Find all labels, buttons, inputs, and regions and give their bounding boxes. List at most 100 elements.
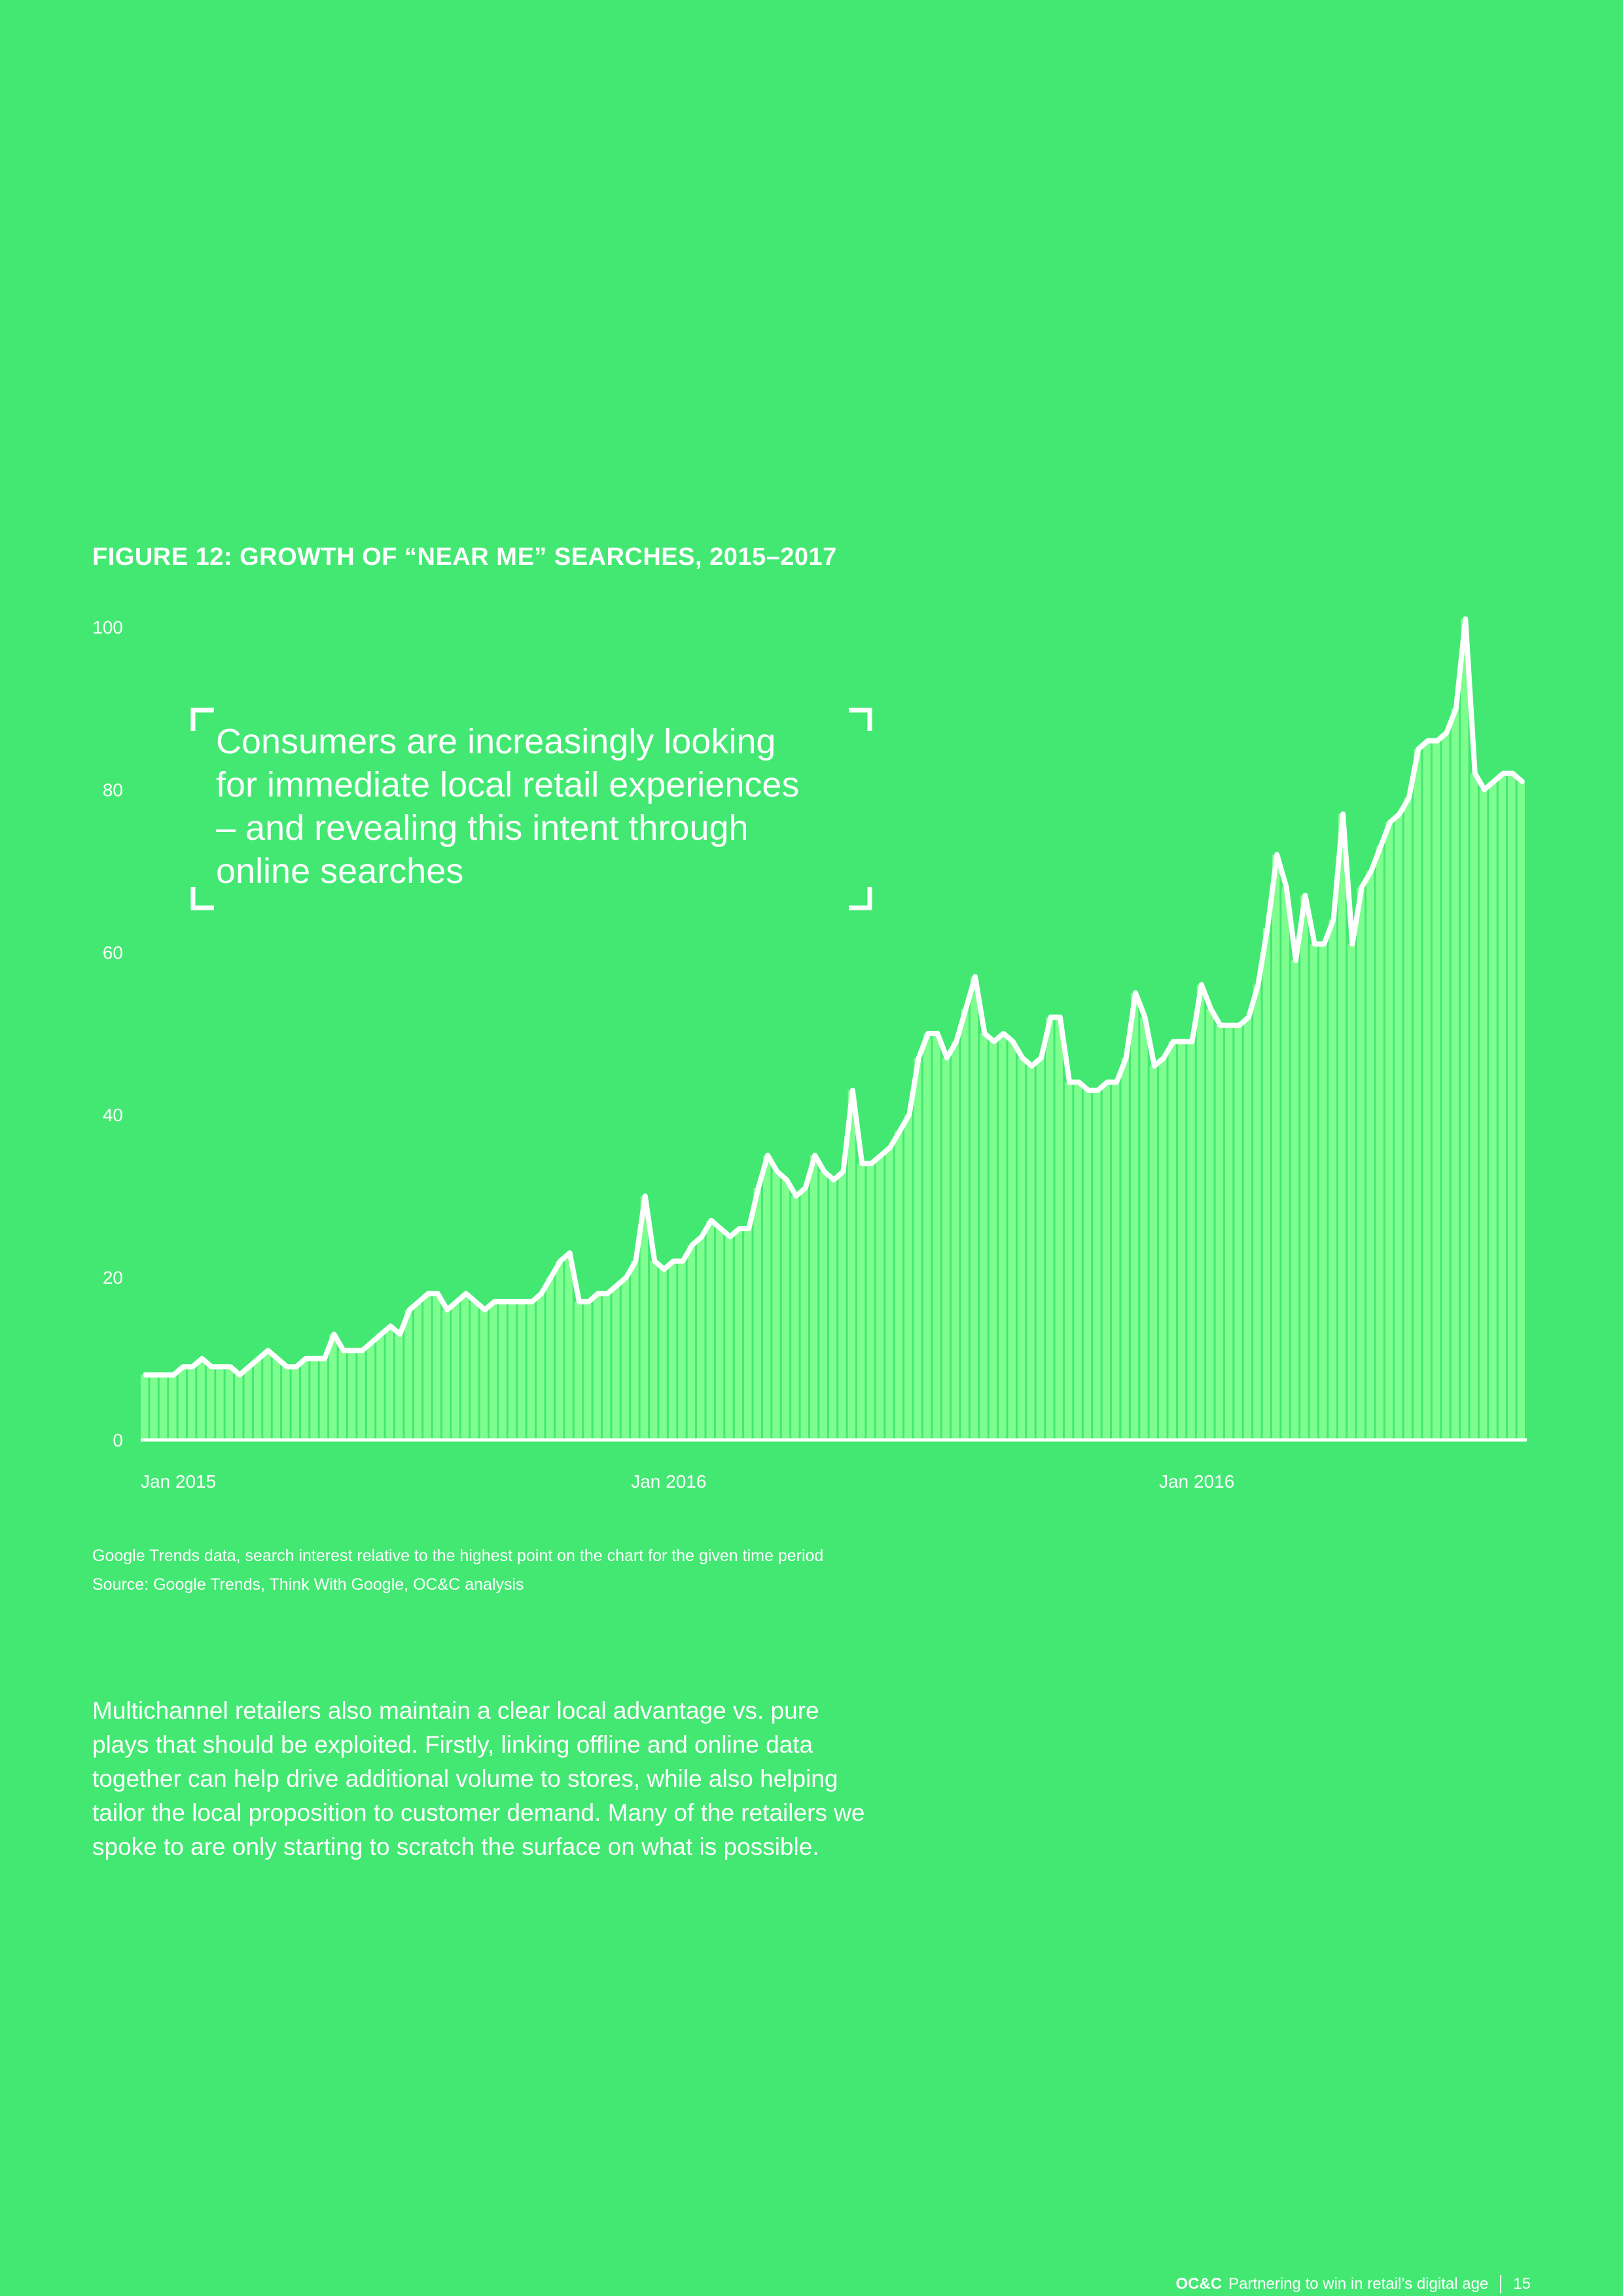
chart-bar	[385, 1326, 394, 1440]
chart-bar	[781, 1179, 790, 1440]
chart-bar	[668, 1261, 677, 1440]
chart-bar	[574, 1301, 582, 1440]
chart-bar	[188, 1367, 196, 1440]
chart-bar	[1366, 870, 1374, 1440]
chart-bar	[1149, 1066, 1158, 1440]
chart-bar	[1234, 1025, 1242, 1440]
near-me-chart: 0 20 40 60 80 100 Jan 2015 Jan 2016 Jan 2016	[92, 616, 1527, 1492]
chart-bar	[1253, 984, 1261, 1440]
callout-line: online searches	[216, 852, 464, 891]
y-tick-label: 60	[103, 942, 123, 963]
chart-bar	[461, 1293, 469, 1440]
chart-bar	[593, 1293, 601, 1440]
chart-bar	[433, 1293, 441, 1440]
chart-bar	[970, 977, 978, 1440]
chart-bar	[725, 1236, 733, 1440]
y-axis-ticks: 0 20 40 60 80 100	[92, 617, 123, 1450]
chart-bar	[621, 1277, 630, 1440]
chart-bar	[838, 1172, 846, 1440]
chart-bar	[1168, 1041, 1176, 1440]
chart-bar	[933, 1033, 940, 1440]
chart-bar	[395, 1334, 403, 1440]
chart-bar	[1159, 1058, 1167, 1440]
chart-notes: Google Trends data, search interest rela…	[92, 1541, 823, 1599]
x-axis-ticks: Jan 2015 Jan 2016 Jan 2016	[141, 1471, 1234, 1492]
chart-bar	[319, 1358, 328, 1440]
chart-bar	[697, 1236, 705, 1440]
chart-bar	[904, 1115, 912, 1440]
chart-bar	[640, 1196, 649, 1440]
chart-bar	[310, 1358, 318, 1440]
x-tick-label: Jan 2016	[1159, 1471, 1234, 1492]
chart-bar	[216, 1367, 224, 1440]
chart-bar	[1215, 1025, 1223, 1440]
chart-bar	[1243, 1017, 1252, 1440]
chart-bar	[1310, 944, 1318, 1440]
chart-bar	[1027, 1066, 1035, 1440]
chart-bar	[1046, 1017, 1054, 1440]
chart-bar	[1300, 895, 1308, 1440]
chart-bar	[1461, 619, 1469, 1440]
chart-bar	[169, 1374, 177, 1440]
chart-bar	[914, 1058, 921, 1440]
chart-bar	[423, 1293, 431, 1440]
chart-bar	[253, 1358, 262, 1440]
callout-line: Consumers are increasingly looking	[216, 722, 776, 761]
y-tick-label: 80	[103, 780, 123, 800]
chart-bar	[819, 1172, 827, 1440]
chart-note: Google Trends data, search interest rela…	[92, 1547, 824, 1565]
chart-bar	[206, 1367, 215, 1440]
chart-bar	[1479, 789, 1488, 1440]
bracket-top-right	[849, 708, 872, 731]
chart-bar	[980, 1033, 988, 1440]
chart-bar	[282, 1367, 290, 1440]
chart-bar	[291, 1367, 299, 1440]
footer-tagline: Partnering to win in retail’s digital ag…	[1228, 2275, 1489, 2293]
y-tick-label: 100	[92, 617, 123, 637]
chart-bar	[366, 1342, 375, 1440]
chart-bars	[141, 619, 1525, 1440]
page-footer: OC&C Partnering to win in retail’s digit…	[1176, 2274, 1531, 2294]
chart-bar	[1140, 1017, 1148, 1440]
chart-bar	[1017, 1058, 1026, 1440]
chart-bar	[895, 1131, 903, 1440]
chart-bar	[1065, 1082, 1073, 1440]
chart-bar	[1121, 1058, 1129, 1440]
chart-bar	[1083, 1090, 1092, 1440]
chart-bar	[584, 1301, 592, 1440]
chart-bar	[1008, 1041, 1016, 1440]
chart-bar	[244, 1367, 252, 1440]
chart-bar	[989, 1041, 997, 1440]
body-paragraph: Multichannel retailers also maintain a c…	[92, 1697, 865, 1860]
x-tick-label: Jan 2015	[141, 1471, 216, 1492]
chart-bar	[357, 1350, 365, 1440]
chart-bar	[1498, 773, 1507, 1440]
y-tick-label: 20	[103, 1268, 123, 1288]
chart-bar	[329, 1334, 337, 1440]
callout-line: for immediate local retail experiences	[216, 765, 800, 804]
y-tick-label: 0	[113, 1430, 123, 1450]
chart-bar	[1395, 814, 1402, 1440]
chart-bar	[508, 1301, 516, 1440]
chart-bar	[1508, 773, 1516, 1440]
bracket-top-left	[190, 708, 214, 731]
chart-bar	[715, 1229, 724, 1440]
chart-bar	[772, 1172, 780, 1440]
chart-bar	[753, 1187, 761, 1440]
chart-bar	[1442, 732, 1450, 1440]
chart-bar	[1517, 781, 1525, 1440]
chart-bar	[1224, 1025, 1233, 1440]
chart-bar	[1489, 781, 1497, 1440]
chart-bar	[1347, 944, 1355, 1440]
chart-bar	[1404, 797, 1412, 1440]
chart-bar	[1206, 1009, 1214, 1440]
chart-bar	[442, 1310, 450, 1440]
bracket-bottom-left	[190, 887, 214, 910]
chart-bar	[650, 1261, 658, 1440]
chart-bar	[791, 1196, 799, 1440]
chart-bar	[857, 1163, 865, 1440]
chart-bar	[376, 1334, 384, 1440]
chart-bar	[603, 1293, 611, 1440]
chart-bar	[527, 1301, 535, 1440]
chart-bar	[1102, 1082, 1111, 1440]
